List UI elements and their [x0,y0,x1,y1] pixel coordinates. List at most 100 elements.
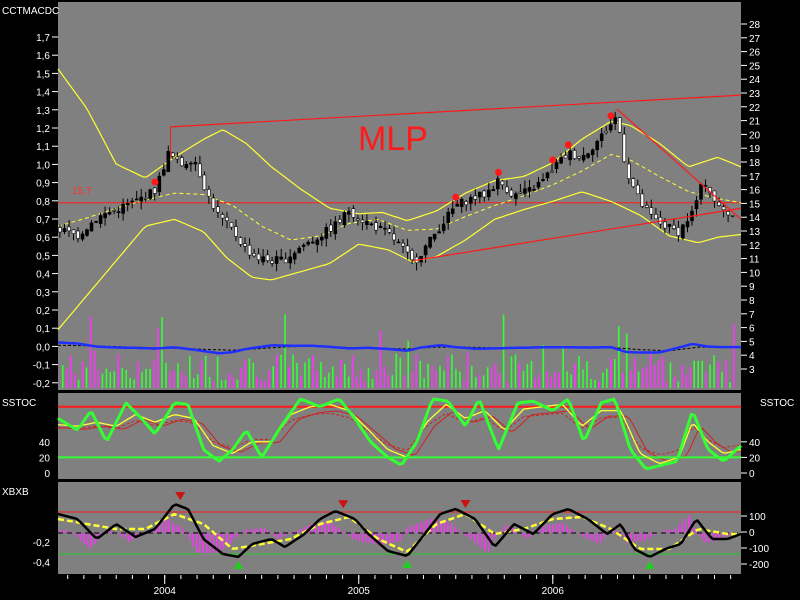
xbxb-histogram-bar [555,523,558,533]
volume-bar [196,374,199,388]
candle-body [116,211,121,213]
sstoc-left-tick-label: 20 [39,453,51,464]
xbxb-histogram-bar [151,530,153,533]
candle-body [464,201,469,206]
xbxb-histogram-bar [402,533,405,535]
volume-bar [121,367,124,388]
xbxb-histogram-bar [559,523,561,533]
candle-body [699,183,703,200]
xbxb-histogram-bar [399,533,401,542]
sstoc-panel-title-right: SSTOC [760,398,794,409]
candle-body [495,178,500,190]
candle-body [189,162,193,165]
xbxb-histogram-bar [481,533,483,549]
sell-signal-marker [460,500,471,508]
volume-bar [375,370,378,388]
right-axis-tick-label: 8 [749,296,755,307]
xbxb-histogram-bar [76,533,79,538]
xbxb-histogram-bar [226,533,228,547]
xbxb-histogram-bar [457,529,459,533]
xbxb-histogram-bar [715,533,717,541]
candle-body [622,133,627,163]
volume-bar [371,378,374,388]
candle-body [76,230,80,239]
right-axis-tick-label: 24 [749,75,761,86]
candle-body [288,256,293,264]
xbxb-histogram-bar [379,533,381,545]
volume-bar [252,362,255,388]
volume-bar [220,380,223,388]
candle-body [694,200,699,210]
candle-body [590,149,595,155]
volume-bar [673,376,676,388]
volume-bar [280,354,282,388]
volume-bar [284,314,286,388]
xbxb-histogram-bar [565,526,568,533]
xbxb-histogram-bar [117,533,120,535]
left-axis-tick-label: 0,1 [36,324,50,335]
candle-body [193,162,198,165]
candle-body [328,224,333,232]
xbxb-histogram-bar [484,533,486,552]
volume-bar [185,375,187,388]
xbxb-histogram-bar [569,528,571,533]
volume-bar [506,381,509,388]
left-axis-tick-label: 1,6 [36,51,50,62]
left-axis-tick-label: 0,3 [36,288,50,299]
candle-body [541,179,545,181]
xbxb-histogram-bar [73,533,75,535]
candle-body [672,224,676,229]
volume-bar [729,381,731,388]
xbxb-histogram-bar [280,533,283,538]
xbxb-histogram-bar [314,523,316,533]
volume-bar [212,381,215,388]
signal-marker [607,112,615,120]
volume-bar [264,381,267,388]
volume-bar [105,368,108,388]
xbxb-histogram-bar [664,530,666,533]
xbxb-histogram-bar [110,530,113,533]
xbxb-histogram-bar [633,533,636,542]
xbxb-histogram-bar [623,533,625,540]
volume-bar [558,372,560,388]
volume-bar [598,382,600,388]
sstoc-right-tick-label: 40 [749,438,761,449]
candle-body [333,221,338,234]
buy-signal-marker [233,561,244,569]
xbxb-histogram-bar [389,533,391,544]
candle-body [649,207,654,215]
xbxb-histogram-bar [722,533,724,539]
xbxb-histogram-bar [487,533,490,552]
xbxb-histogram-bar [121,533,123,537]
xbxb-histogram-bar [599,533,602,544]
xbxb-signal-line [57,512,741,553]
xbxb-histogram-bar [331,523,333,533]
candle-body [292,252,297,260]
volume-bar [73,373,76,388]
xbxb-histogram-bar [593,533,595,542]
xbxb-histogram-bar [681,522,683,533]
volume-bar [228,373,231,388]
volume-bar [582,369,584,388]
volume-bar [621,373,624,388]
volume-bar [574,363,576,388]
xbxb-histogram-bar [161,521,164,533]
candle-body [103,213,107,219]
xbxb-histogram-bar [586,533,588,539]
right-axis-tick-label: 5 [749,337,755,348]
volume-bar [649,352,652,388]
right-axis-tick-label: 19 [749,144,761,155]
candle-body [640,193,645,207]
xbxb-histogram-bar [674,529,676,533]
volume-bar [173,370,175,388]
candle-body [166,151,171,173]
volume-bar [93,350,96,388]
candle-body [274,256,279,264]
volume-bar [586,361,588,388]
xbxb-histogram-bar [579,533,581,535]
candle-body [491,189,496,192]
volume-bar [415,354,417,388]
xbxb-histogram-bar [321,522,323,533]
candle-body [383,227,387,230]
volume-bar [709,364,711,388]
